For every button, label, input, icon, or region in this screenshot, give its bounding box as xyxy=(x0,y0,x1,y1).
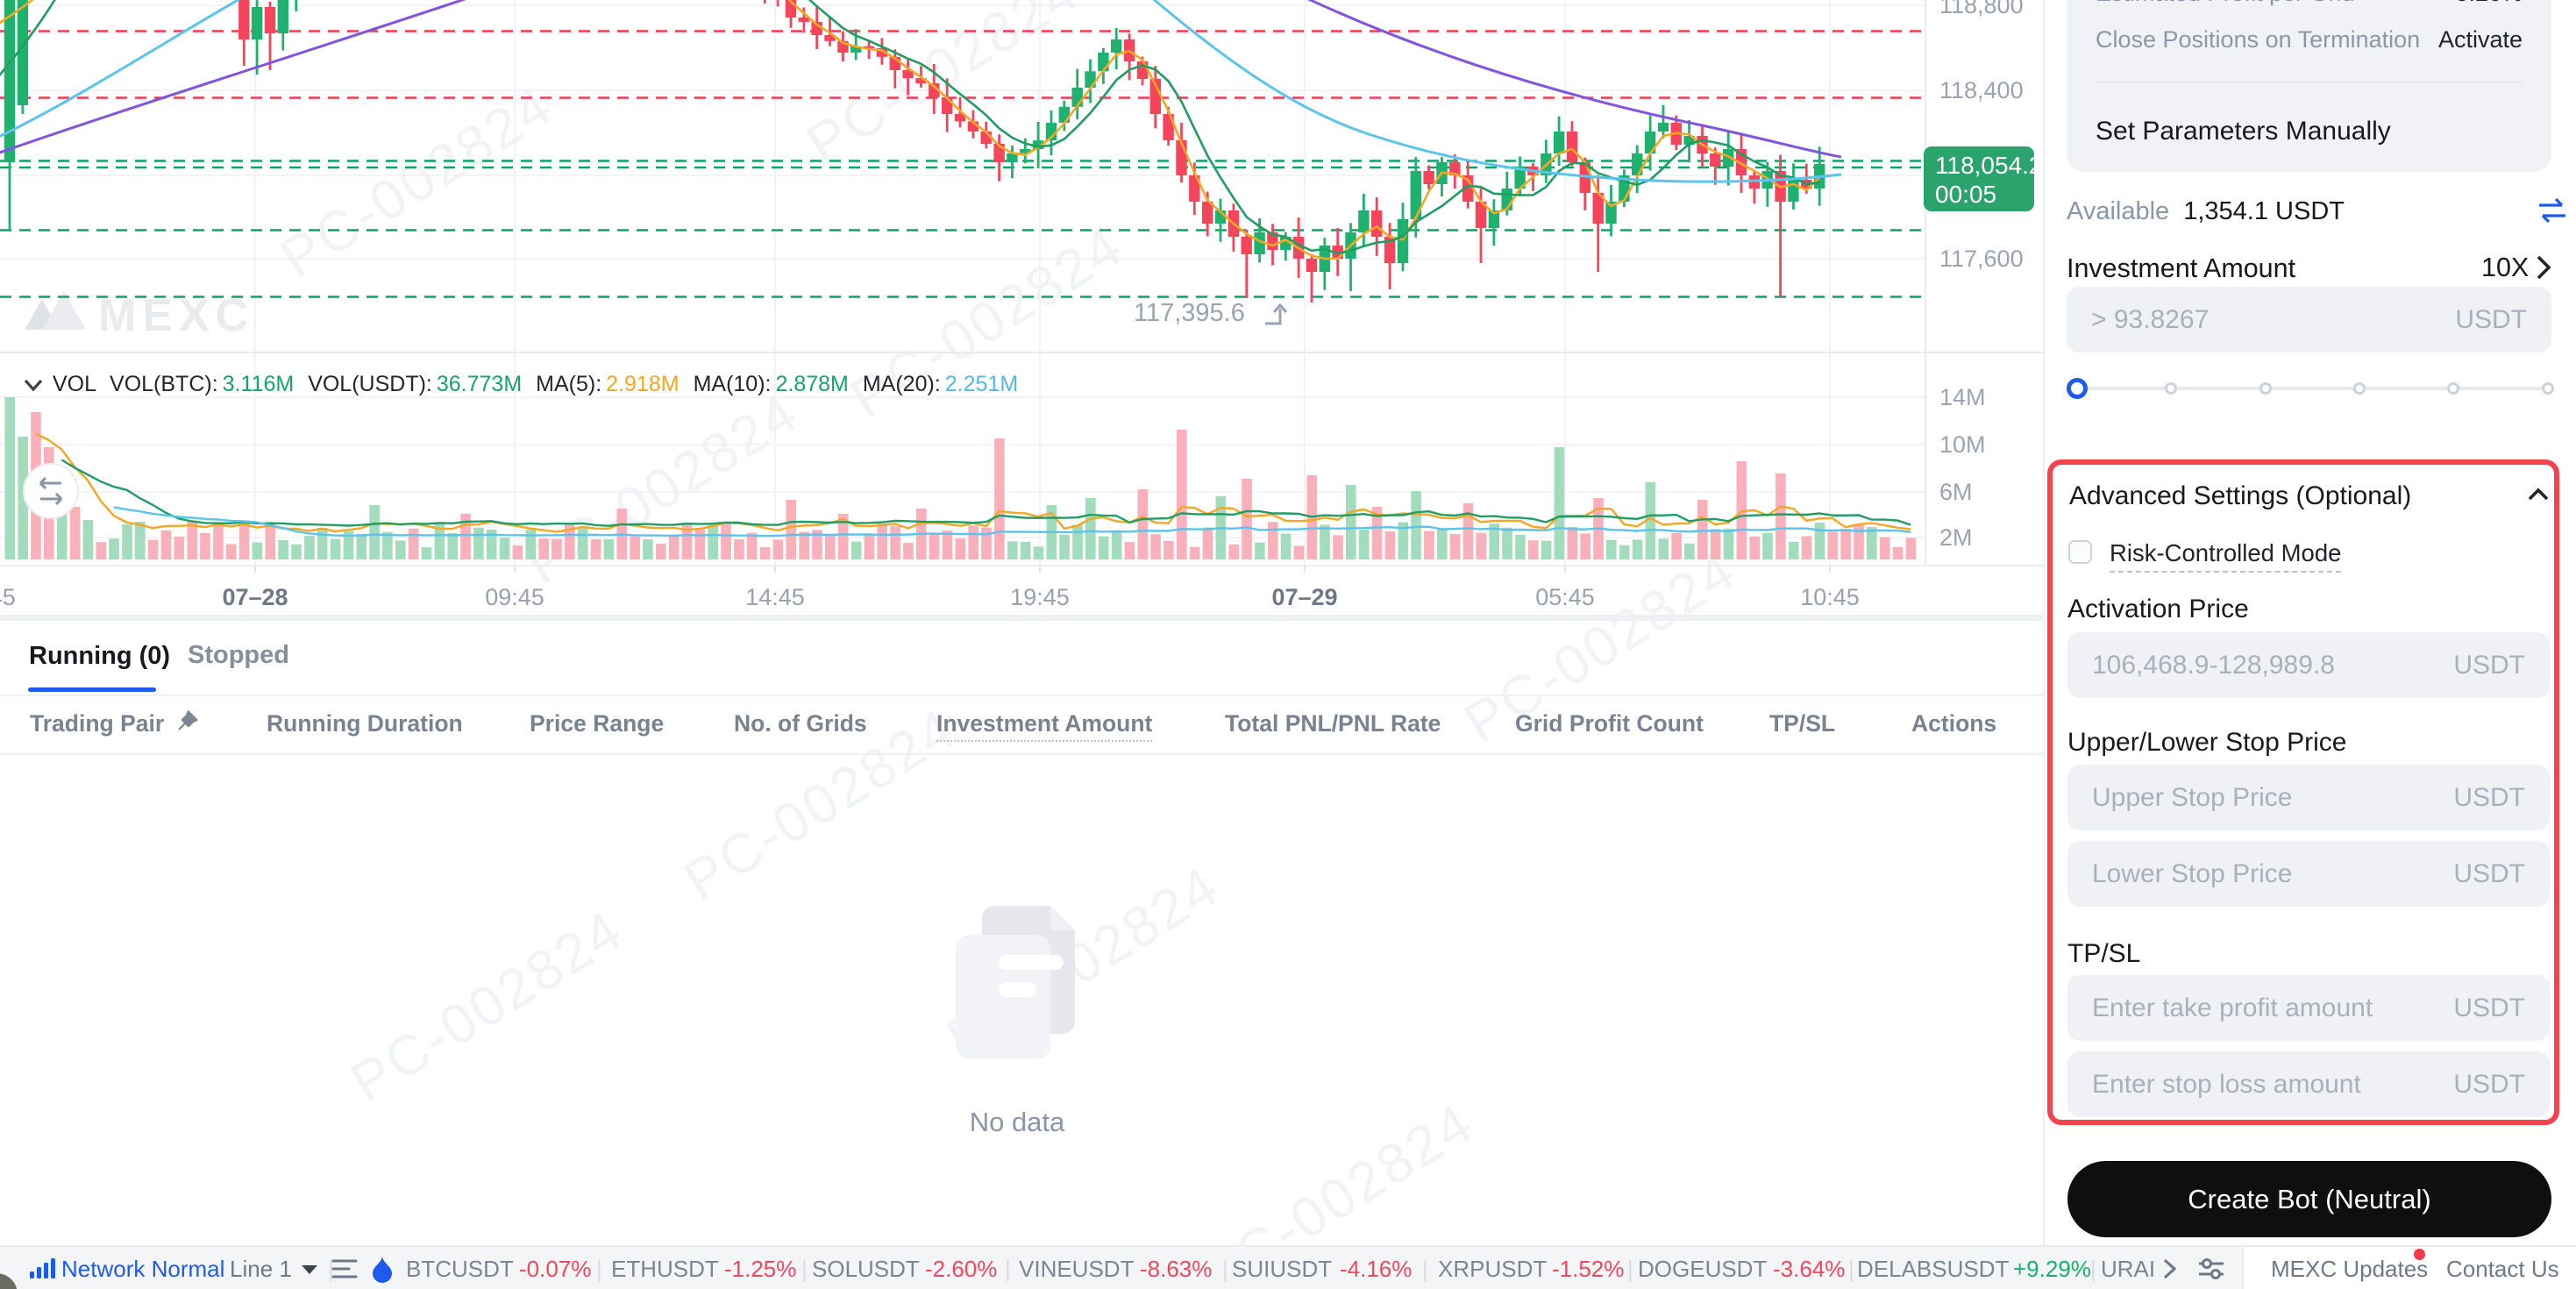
svg-text:14:45: 14:45 xyxy=(745,584,805,610)
svg-text:MEXC: MEXC xyxy=(98,290,254,341)
svg-text:10:45: 10:45 xyxy=(1800,584,1860,610)
svg-text:07–28: 07–28 xyxy=(222,584,288,610)
svg-text:10M: 10M xyxy=(1939,431,1986,458)
svg-text:07–29: 07–29 xyxy=(1271,584,1337,610)
svg-text:09:45: 09:45 xyxy=(485,584,544,610)
svg-text:19:45: 19:45 xyxy=(1010,584,1070,610)
svg-text:118,054.2: 118,054.2 xyxy=(1935,152,2043,179)
svg-text:118,800: 118,800 xyxy=(1939,0,2024,18)
svg-text:05:45: 05:45 xyxy=(1535,584,1595,610)
svg-text:6M: 6M xyxy=(1939,479,1973,505)
svg-text:117,395.6: 117,395.6 xyxy=(1134,299,1245,327)
svg-text:00:05: 00:05 xyxy=(1935,181,1996,208)
svg-text:14M: 14M xyxy=(1939,384,1986,410)
svg-text:23:45: 23:45 xyxy=(0,584,16,610)
svg-text:118,400: 118,400 xyxy=(1939,77,2024,103)
svg-text:2M: 2M xyxy=(1939,524,1973,551)
svg-text:117,600: 117,600 xyxy=(1939,246,2024,272)
